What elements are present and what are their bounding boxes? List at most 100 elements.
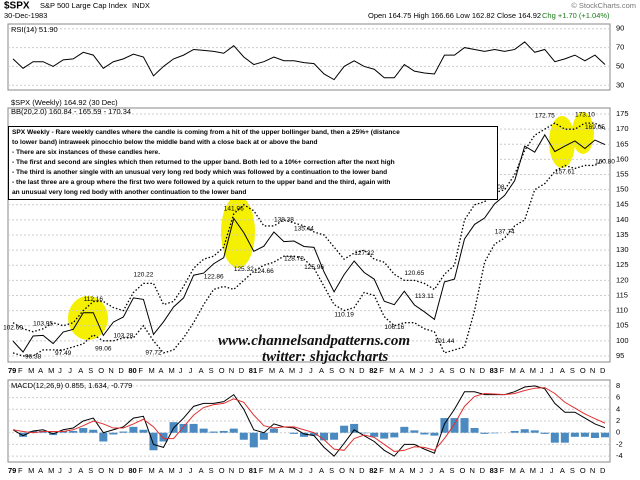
histogram-bar (600, 432, 609, 438)
price-label: 96.38 (25, 353, 42, 360)
x-tick-label: F (259, 466, 264, 475)
x-tick-label: J (189, 366, 193, 375)
x-tick-label: O (219, 466, 225, 475)
y-tick-label: 105 (616, 321, 629, 330)
histogram-bar (189, 423, 198, 433)
histogram-bar (109, 432, 118, 435)
x-tick-label: M (148, 366, 154, 375)
x-tick-label: N (470, 466, 475, 475)
price-label: 125.32 (234, 266, 254, 273)
x-tick-label: M (28, 466, 34, 475)
x-tick-label: J (429, 366, 433, 375)
x-tick-label: F (138, 366, 143, 375)
y-tick-label: -4 (616, 451, 623, 460)
date: 30-Dec-1983 (4, 11, 47, 20)
x-tick-label: N (590, 366, 595, 375)
x-tick-label: M (169, 366, 175, 375)
histogram-bar (370, 432, 379, 437)
price-label: 110.19 (334, 312, 354, 319)
y-tick-label: 100 (616, 336, 629, 345)
y-tick-label: 125 (616, 260, 629, 269)
change: Chg +1.70 (+1.04%) (542, 11, 610, 20)
x-tick-label: A (439, 466, 444, 475)
price-label: 138.38 (274, 216, 294, 223)
panel-frame (7, 23, 611, 91)
highlight (549, 116, 575, 168)
x-tick-label: J (429, 466, 433, 475)
x-tick-label: A (319, 366, 324, 375)
x-tick-label: A (38, 466, 43, 475)
x-tick-label: N (590, 466, 595, 475)
price-label: 128.72 (284, 256, 304, 263)
x-tick-label: 79 (8, 366, 16, 375)
note-line: an unusual very long red body with anoth… (12, 189, 247, 196)
price-label: 97.49 (55, 350, 72, 357)
note-line: - There are six instances of these candl… (12, 149, 161, 156)
histogram-bar (320, 432, 329, 441)
highlight (68, 296, 108, 340)
histogram-bar (520, 429, 529, 433)
x-tick-label: A (279, 466, 284, 475)
panel-title: $SPX (Weekly) 164.92 (30 Dec) (11, 98, 118, 107)
x-tick-label: A (38, 366, 43, 375)
x-tick-label: N (108, 466, 113, 475)
price-label: 157.61 (555, 168, 575, 175)
y-tick-label: 110 (616, 306, 628, 315)
watermark: twitter: shjackcharts (262, 349, 389, 365)
price-label: 127.32 (354, 250, 374, 257)
y-tick-label: 145 (616, 200, 629, 209)
x-tick-label: J (58, 466, 62, 475)
histogram-bar (19, 432, 28, 437)
x-tick-label: A (399, 466, 404, 475)
histogram-bar (430, 432, 439, 436)
quote: Open 164.75 High 166.66 Low 162.82 Close… (368, 11, 541, 20)
x-tick-label: M (409, 366, 415, 375)
x-tick-label: 82 (369, 466, 377, 475)
histogram-bar (209, 431, 218, 433)
x-tick-label: A (520, 366, 525, 375)
y-tick-label: 90 (616, 24, 624, 33)
histogram-bar (129, 426, 138, 433)
histogram-bar (89, 429, 98, 433)
x-tick-label: 82 (369, 366, 377, 375)
y-tick-label: 6 (616, 393, 620, 402)
x-tick-label: O (339, 466, 345, 475)
x-tick-label: M (289, 366, 295, 375)
x-tick-label: J (419, 366, 423, 375)
x-tick-label: J (550, 466, 554, 475)
x-tick-label: M (48, 366, 54, 375)
x-tick-label: D (359, 366, 365, 375)
x-tick-label: M (530, 466, 536, 475)
y-tick-label: 160 (616, 154, 629, 163)
series-line (12, 41, 606, 81)
x-tick-label: J (419, 466, 423, 475)
x-tick-label: S (449, 366, 454, 375)
panel-title: RSI(14) 51.90 (11, 25, 58, 34)
histogram-bar (560, 432, 569, 443)
x-tick-label: D (359, 466, 365, 475)
x-tick-label: D (480, 366, 486, 375)
histogram-bar (159, 432, 168, 442)
y-tick-label: 140 (616, 215, 629, 224)
histogram-bar (299, 432, 308, 437)
x-tick-label: A (520, 466, 525, 475)
y-tick-label: 0 (616, 428, 620, 437)
x-tick-label: F (379, 366, 384, 375)
x-tick-label: A (78, 466, 83, 475)
x-tick-label: J (309, 366, 313, 375)
bollinger-lower (12, 158, 606, 357)
price-label: 120.22 (134, 271, 154, 278)
x-tick-label: M (269, 466, 275, 475)
note-line: - the last three are a group where the f… (12, 179, 391, 186)
exchange: INDX (132, 1, 150, 10)
histogram-bar (69, 430, 78, 433)
note-line: - The third is another single with an un… (12, 169, 388, 176)
price-label: 122.86 (204, 273, 224, 280)
histogram-bar (239, 432, 248, 440)
x-tick-label: M (289, 466, 295, 475)
y-tick-label: 155 (616, 170, 629, 179)
x-tick-label: M (148, 466, 154, 475)
x-tick-label: N (349, 366, 354, 375)
x-tick-label: J (309, 466, 313, 475)
